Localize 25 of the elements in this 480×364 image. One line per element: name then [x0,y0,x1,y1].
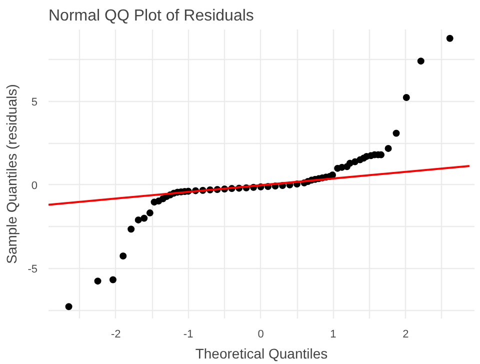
y-tick-label: -5 [28,263,38,276]
point [417,58,424,65]
point [109,276,116,284]
x-tick-label: -2 [110,328,121,340]
point [384,144,392,152]
point [146,209,154,216]
x-tick-label: -1 [183,328,194,340]
y-tick-label: 0 [31,180,38,192]
y-axis-title: Sample Quantiles (residuals) [4,84,20,264]
x-axis-title: Theoretical Quantiles [195,346,328,362]
point [392,130,400,137]
point [446,34,454,42]
point [94,278,102,285]
x-tick-label: 1 [330,328,336,340]
point [65,303,72,310]
x-tick-label: 2 [402,328,409,340]
point [402,94,410,101]
y-tick-label: 5 [31,96,38,108]
point [120,252,127,260]
x-tick-label: 0 [258,328,264,340]
point [329,172,336,178]
point [128,226,135,233]
point [134,216,142,224]
chart-title: Normal QQ Plot of Residuals [48,8,254,24]
point [140,214,148,222]
